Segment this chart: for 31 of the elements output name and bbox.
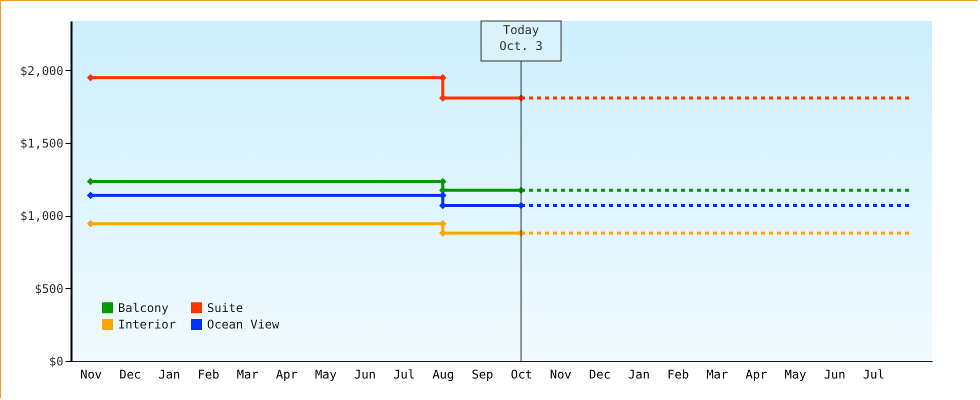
x-tick-label: Sep (472, 368, 494, 382)
x-tick-label: Jul (862, 368, 885, 382)
y-tick-label: $0 (49, 354, 64, 368)
x-tick-label: Oct (510, 368, 532, 382)
x-tick-label: Aug (432, 368, 454, 382)
x-tick-label: Dec (588, 368, 611, 382)
y-tick-label: $500 (34, 282, 64, 296)
legend-label: Balcony (118, 300, 169, 315)
x-tick-label: Jul (393, 368, 416, 382)
x-tick-label: Jun (354, 368, 376, 382)
x-tick-label: Apr (276, 368, 298, 382)
y-tick-label: $1,000 (20, 209, 64, 224)
x-tick-label: Nov (550, 368, 572, 382)
x-tick-label: Feb (667, 368, 689, 382)
legend-label: Suite (207, 300, 244, 315)
x-tick-label: Nov (80, 368, 102, 382)
x-tick-label: Jan (628, 368, 650, 382)
x-tick-label: Feb (198, 368, 220, 382)
x-tick-label: May (784, 368, 806, 382)
legend-label: Ocean View (207, 318, 280, 332)
x-tick-label: Mar (706, 368, 728, 382)
x-tick-label: Apr (746, 368, 768, 382)
ref-line-label: Today Oct. 3 (499, 23, 543, 53)
x-tick-label: Jan (158, 368, 180, 382)
y-tick-label: $1,500 (20, 136, 64, 151)
x-tick-label: Dec (119, 368, 142, 382)
x-tick-label: May (315, 368, 337, 382)
legend-label: Interior (118, 318, 176, 332)
y-tick-label: $2,000 (20, 64, 64, 78)
x-tick-label: Jun (824, 368, 846, 382)
x-tick-label: Mar (236, 368, 258, 382)
